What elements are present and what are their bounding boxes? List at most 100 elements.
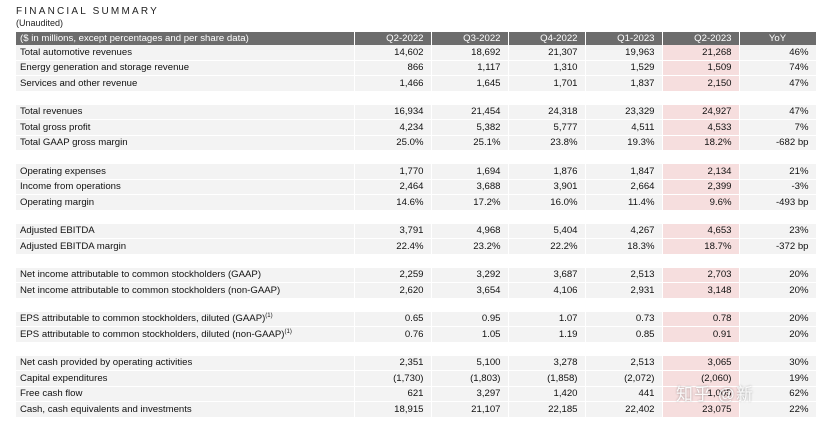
highlight-value-cell: 3,065 <box>662 355 740 371</box>
row-label: Income from operations <box>16 179 355 195</box>
spacer-cell <box>739 298 817 312</box>
value-cell: 3,901 <box>508 179 586 195</box>
value-cell: 1,701 <box>508 75 586 92</box>
value-cell: 2,259 <box>354 267 432 283</box>
value-cell: 17.2% <box>431 194 509 211</box>
financial-summary-table: ($ in millions, except percentages and p… <box>16 32 817 418</box>
highlight-value-cell: 9.6% <box>662 194 740 211</box>
yoy-cell: 20% <box>739 282 817 299</box>
spacer-cell <box>354 91 432 105</box>
column-header-q1-2023: Q1-2023 <box>585 32 663 45</box>
section-subtitle: (Unaudited) <box>16 18 64 28</box>
row-label-text: Energy generation and storage revenue <box>20 62 190 74</box>
spacer-cell <box>354 254 432 268</box>
spacer-cell <box>739 210 817 224</box>
value-cell: 3,791 <box>354 223 432 239</box>
table-row: Adjusted EBITDA 3,791 4,968 5,404 4,267 4,653… <box>16 223 817 239</box>
value-cell: 1.07 <box>508 311 586 327</box>
value-cell: 1,694 <box>431 163 509 180</box>
value-cell: 0.95 <box>431 311 509 327</box>
row-label: Net cash provided by operating activitie… <box>16 355 355 371</box>
spacer-cell <box>662 91 740 105</box>
yoy-cell: 20% <box>739 311 817 327</box>
watermark-text: 知乎 @新 <box>676 385 754 404</box>
value-cell: 3,687 <box>508 267 586 283</box>
value-cell: 5,404 <box>508 223 586 239</box>
spacer-cell <box>585 298 663 312</box>
value-cell: 14.6% <box>354 194 432 211</box>
table-row: Operating margin 14.6% 17.2% 16.0% 11.4% 9.6%… <box>16 194 817 211</box>
spacer-cell <box>16 210 355 224</box>
highlight-value-cell: 21,268 <box>662 45 740 61</box>
table-row: EPS attributable to common stockholders,… <box>16 326 817 343</box>
table-body: Total automotive revenues 14,602 18,692 21,… <box>16 45 817 418</box>
row-label: Adjusted EBITDA margin <box>16 238 355 255</box>
column-header-q3-2022: Q3-2022 <box>431 32 509 45</box>
spacer-cell <box>739 254 817 268</box>
table-row: Net income attributable to common stockh… <box>16 267 817 283</box>
spacer-cell <box>431 150 509 164</box>
spacer-cell <box>16 254 355 268</box>
row-label-text: Total GAAP gross margin <box>20 137 128 149</box>
yoy-cell: 21% <box>739 163 817 180</box>
group-spacer-row <box>16 210 817 224</box>
column-header-units: ($ in millions, except percentages and p… <box>16 32 355 45</box>
value-cell: 22.4% <box>354 238 432 255</box>
highlight-value-cell: 23,075 <box>662 401 740 418</box>
row-label: Operating expenses <box>16 163 355 180</box>
row-label-text: Adjusted EBITDA margin <box>20 240 127 252</box>
highlight-value-cell: 2,399 <box>662 179 740 195</box>
value-cell: 18.3% <box>585 238 663 255</box>
spacer-cell <box>585 254 663 268</box>
yoy-cell: 23% <box>739 223 817 239</box>
spacer-cell <box>585 150 663 164</box>
row-label-text: EPS attributable to common stockholders,… <box>20 328 285 340</box>
group-spacer-row <box>16 150 817 164</box>
spacer-cell <box>662 298 740 312</box>
row-label: Total GAAP gross margin <box>16 135 355 151</box>
row-label: Total automotive revenues <box>16 45 355 61</box>
group-spacer-row <box>16 91 817 105</box>
spacer-cell <box>431 91 509 105</box>
value-cell: 19,963 <box>585 45 663 61</box>
yoy-cell: -3% <box>739 179 817 195</box>
row-label-text: Net cash provided by operating activitie… <box>20 357 193 369</box>
table-row: Free cash flow 621 3,297 1,420 441 1,005 62% <box>16 386 817 402</box>
value-cell: 18,692 <box>431 45 509 61</box>
highlight-value-cell: 1,005 <box>662 386 740 402</box>
spacer-cell <box>585 342 663 356</box>
value-cell: 1,466 <box>354 75 432 92</box>
spacer-cell <box>354 210 432 224</box>
column-header-q2-2023: Q2-2023 <box>662 32 740 45</box>
spacer-cell <box>739 150 817 164</box>
value-cell: (1,858) <box>508 370 586 387</box>
value-cell: 2,351 <box>354 355 432 371</box>
spacer-cell <box>662 254 740 268</box>
highlight-value-cell: 18.7% <box>662 238 740 255</box>
value-cell: 2,620 <box>354 282 432 299</box>
spacer-cell <box>431 342 509 356</box>
row-label-text: Capital expenditures <box>20 372 108 384</box>
table-row: Total automotive revenues 14,602 18,692 21,… <box>16 45 817 61</box>
highlight-value-cell: 24,927 <box>662 104 740 120</box>
value-cell: 22,402 <box>585 401 663 418</box>
row-label-text: Cash, cash equivalents and investments <box>20 403 192 415</box>
row-label-text: Operating expenses <box>20 165 106 177</box>
value-cell: 21,307 <box>508 45 586 61</box>
highlight-value-cell: 0.91 <box>662 326 740 343</box>
group-spacer-row <box>16 298 817 312</box>
value-cell: 5,777 <box>508 119 586 136</box>
value-cell: 4,234 <box>354 119 432 136</box>
spacer-cell <box>508 91 586 105</box>
highlight-value-cell: 2,703 <box>662 267 740 283</box>
row-label: Adjusted EBITDA <box>16 223 355 239</box>
row-label-text: Total gross profit <box>20 121 91 133</box>
yoy-cell: 47% <box>739 75 817 92</box>
table-row: Services and other revenue 1,466 1,645 1,70… <box>16 75 817 92</box>
spacer-cell <box>585 91 663 105</box>
value-cell: 18,915 <box>354 401 432 418</box>
highlight-value-cell: 2,134 <box>662 163 740 180</box>
spacer-cell <box>662 150 740 164</box>
value-cell: 2,464 <box>354 179 432 195</box>
table-row: Total revenues 16,934 21,454 24,318 23,329 24… <box>16 104 817 120</box>
